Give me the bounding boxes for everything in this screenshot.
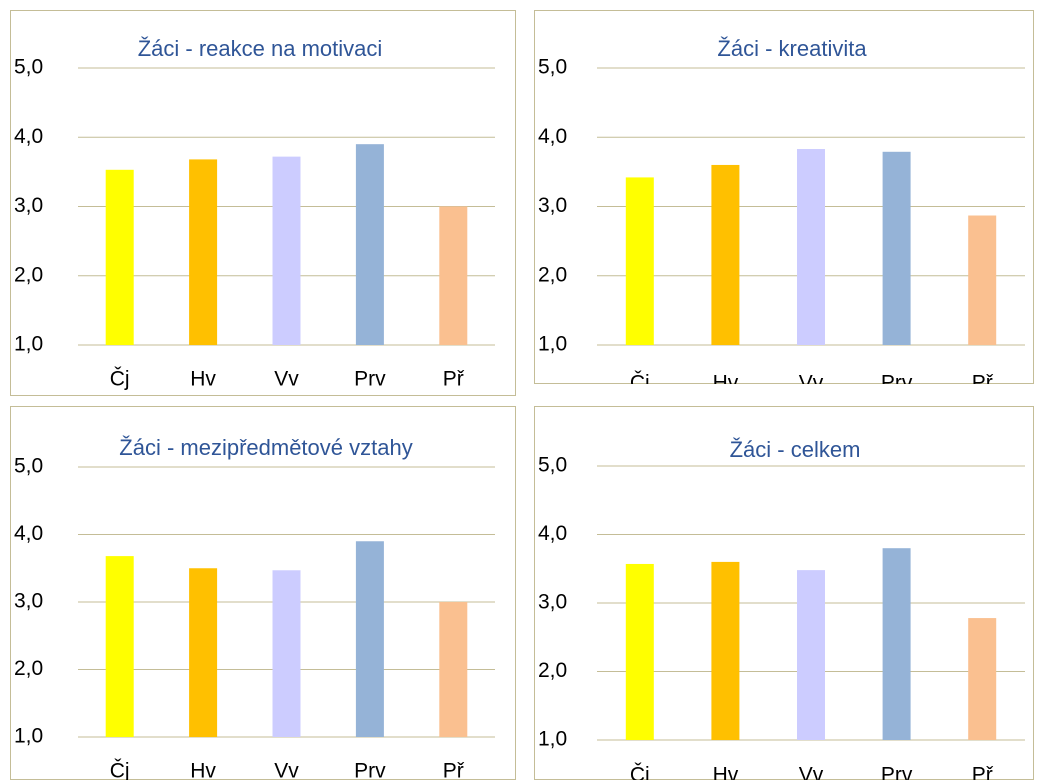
bar [711, 561, 740, 740]
y-tick-label: 2,0 [14, 263, 43, 286]
x-tick-label: Vv [274, 760, 299, 780]
y-tick-label: 5,0 [538, 454, 567, 477]
panel-frame [10, 406, 516, 780]
bar [625, 177, 654, 345]
bar [272, 570, 301, 737]
y-tick-label: 4,0 [14, 522, 43, 545]
bar [711, 164, 740, 345]
y-tick-label: 3,0 [14, 590, 43, 613]
bar [189, 159, 218, 345]
panel-frame [534, 406, 1034, 780]
x-tick-label: Prv [354, 368, 386, 391]
x-tick-label: Čj [630, 372, 650, 395]
y-tick-label: 3,0 [538, 194, 567, 217]
x-tick-label: Čj [110, 760, 130, 780]
x-tick-label: Př [443, 760, 465, 780]
bar [625, 563, 654, 740]
bar [968, 618, 997, 740]
y-tick-label: 2,0 [538, 263, 567, 286]
x-tick-label: Čj [630, 764, 650, 780]
x-tick-label: Vv [274, 368, 299, 391]
bar [797, 570, 825, 740]
x-tick-label: Hv [190, 760, 216, 780]
bar [105, 556, 134, 737]
y-tick-label: 4,0 [14, 125, 43, 148]
panel-frame [534, 10, 1034, 384]
x-tick-label: Hv [713, 372, 739, 395]
y-tick-label: 5,0 [14, 455, 43, 478]
y-tick-label: 3,0 [14, 194, 43, 217]
y-tick-label: 1,0 [14, 725, 43, 748]
y-tick-label: 1,0 [538, 333, 567, 356]
bar [882, 548, 911, 740]
y-tick-label: 5,0 [14, 56, 43, 79]
y-tick-label: 2,0 [14, 657, 43, 680]
bar [105, 169, 134, 345]
chart-title: Žáci - kreativita [717, 36, 867, 61]
y-tick-label: 3,0 [538, 591, 567, 614]
x-tick-label: Př [972, 764, 994, 780]
x-tick-label: Hv [713, 764, 739, 780]
bar [439, 602, 468, 737]
chart-title: Žáci - celkem [730, 437, 861, 462]
x-tick-label: Prv [881, 764, 913, 780]
bar [439, 206, 468, 345]
chart-title: Žáci - mezipředmětové vztahy [119, 435, 412, 460]
bar [189, 568, 218, 737]
y-tick-label: 4,0 [538, 125, 567, 148]
y-tick-label: 1,0 [538, 728, 567, 751]
y-tick-label: 4,0 [538, 522, 567, 545]
x-tick-label: Vv [799, 372, 824, 395]
bar [272, 156, 301, 345]
bar [355, 541, 384, 737]
chart-panel: 1,0 2,0 3,0 4,0 5,0 Čj Hv Vv Prv Př Žáci - celkem [534, 406, 1034, 780]
x-tick-label: Př [443, 368, 465, 391]
chart-panel: 1,0 2,0 3,0 4,0 5,0 Čj Hv Vv Prv Př Žáci - reakce … [10, 10, 516, 396]
x-tick-label: Př [972, 372, 994, 395]
bar [797, 149, 825, 345]
bar [968, 215, 997, 345]
y-tick-label: 1,0 [14, 333, 43, 356]
x-tick-label: Vv [799, 764, 824, 780]
x-tick-label: Čj [110, 368, 130, 391]
bar [882, 151, 911, 345]
chart-title: Žáci - reakce na motivaci [138, 36, 383, 61]
bar [355, 144, 384, 345]
panel-frame [10, 10, 516, 396]
chart-panel: 1,0 2,0 3,0 4,0 5,0 Čj Hv Vv Prv Př Žáci - mezipře… [10, 406, 516, 780]
x-tick-label: Prv [881, 372, 913, 395]
y-tick-label: 5,0 [538, 56, 567, 79]
x-tick-label: Hv [190, 368, 216, 391]
y-tick-label: 2,0 [538, 659, 567, 682]
x-tick-label: Prv [354, 760, 386, 780]
chart-panel: 1,0 2,0 3,0 4,0 5,0 Čj Hv Vv Prv Př Žáci - kreativ… [534, 10, 1034, 395]
